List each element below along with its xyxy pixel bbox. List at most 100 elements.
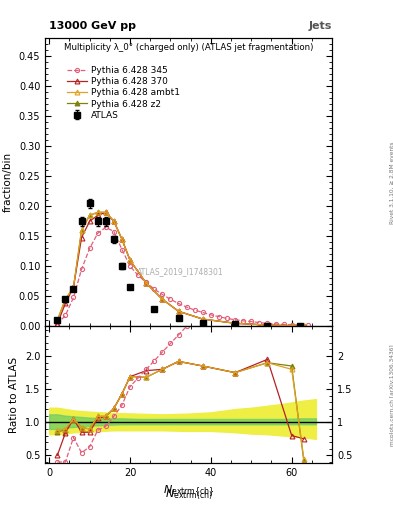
Pythia 6.428 370 [233,320,237,326]
Pythia 6.428 345 [273,321,278,327]
Pythia 6.428 z2 [176,308,181,314]
Pythia 6.428 ambt1 [119,236,124,242]
Pythia 6.428 370 [79,234,84,241]
Y-axis label: Ratio to ATLAS: Ratio to ATLAS [9,357,19,433]
Text: Rivet 3.1.10, ≥ 2.8M events: Rivet 3.1.10, ≥ 2.8M events [390,141,393,224]
X-axis label: $N_{\rm {extrm\{ch\}}}$: $N_{\rm {extrm\{ch\}}}$ [163,484,215,500]
Pythia 6.428 ambt1 [160,296,165,303]
Pythia 6.428 345 [112,228,116,234]
Pythia 6.428 345 [152,286,157,292]
Pythia 6.428 ambt1 [55,317,60,324]
Text: Jets: Jets [309,20,332,31]
Pythia 6.428 345 [184,304,189,310]
Line: Pythia 6.428 ambt1: Pythia 6.428 ambt1 [55,210,306,328]
Pythia 6.428 ambt1 [233,320,237,326]
Line: Pythia 6.428 z2: Pythia 6.428 z2 [55,210,306,328]
Pythia 6.428 370 [112,218,116,224]
Pythia 6.428 345 [144,280,149,286]
Pythia 6.428 370 [200,316,205,322]
Pythia 6.428 370 [301,323,306,329]
Pythia 6.428 345 [289,322,294,328]
Pythia 6.428 345 [95,230,100,237]
Pythia 6.428 345 [298,322,302,328]
Text: ATLAS_2019_I1748301: ATLAS_2019_I1748301 [137,267,223,276]
Text: Multiplicity λ_0° (charged only) (ATLAS jet fragmentation): Multiplicity λ_0° (charged only) (ATLAS … [64,42,313,52]
Pythia 6.428 370 [95,212,100,219]
Y-axis label: fraction/bin: fraction/bin [3,152,13,212]
Pythia 6.428 345 [79,266,84,272]
Pythia 6.428 ambt1 [289,323,294,329]
Line: Pythia 6.428 345: Pythia 6.428 345 [55,225,310,328]
Pythia 6.428 z2 [144,280,149,286]
Pythia 6.428 345 [257,319,262,326]
Text: 13000 GeV pp: 13000 GeV pp [49,20,136,31]
Pythia 6.428 345 [87,245,92,251]
Pythia 6.428 z2 [103,209,108,216]
Pythia 6.428 ambt1 [200,316,205,322]
Pythia 6.428 ambt1 [87,212,92,219]
Pythia 6.428 z2 [87,212,92,219]
Pythia 6.428 370 [103,209,108,216]
Pythia 6.428 z2 [55,317,60,324]
Pythia 6.428 345 [176,301,181,307]
Pythia 6.428 ambt1 [128,257,132,263]
Pythia 6.428 z2 [200,316,205,322]
Pythia 6.428 345 [225,315,230,322]
Line: Pythia 6.428 370: Pythia 6.428 370 [55,210,306,328]
Text: mcplots.cern.ch [arXiv:1306.3436]: mcplots.cern.ch [arXiv:1306.3436] [390,344,393,445]
Pythia 6.428 z2 [233,320,237,326]
Pythia 6.428 370 [87,218,92,224]
Pythia 6.428 ambt1 [79,227,84,233]
Pythia 6.428 ambt1 [95,209,100,216]
Pythia 6.428 ambt1 [301,323,306,329]
Pythia 6.428 ambt1 [112,218,116,224]
Pythia 6.428 370 [289,323,294,329]
Pythia 6.428 345 [119,246,124,252]
Pythia 6.428 345 [281,322,286,328]
Pythia 6.428 370 [160,296,165,303]
Pythia 6.428 345 [217,314,221,320]
Pythia 6.428 345 [63,312,68,318]
Pythia 6.428 ambt1 [144,280,149,286]
Pythia 6.428 370 [71,284,76,290]
Pythia 6.428 ambt1 [103,209,108,216]
Pythia 6.428 370 [176,308,181,314]
Pythia 6.428 370 [128,257,132,263]
Pythia 6.428 345 [128,263,132,269]
Pythia 6.428 ambt1 [71,284,76,290]
Pythia 6.428 z2 [301,323,306,329]
Pythia 6.428 345 [55,321,60,327]
Pythia 6.428 370 [265,322,270,328]
Pythia 6.428 345 [71,294,76,301]
Pythia 6.428 345 [209,312,213,318]
Pythia 6.428 345 [200,309,205,315]
Pythia 6.428 z2 [128,257,132,263]
Pythia 6.428 345 [136,272,140,279]
Pythia 6.428 ambt1 [265,322,270,328]
Pythia 6.428 370 [55,321,60,327]
Pythia 6.428 345 [305,323,310,329]
Pythia 6.428 z2 [265,322,270,328]
Pythia 6.428 345 [241,318,246,324]
Text: $N_{\rm{extrm(ch)}}$: $N_{\rm{extrm(ch)}}$ [165,488,213,502]
Pythia 6.428 z2 [289,323,294,329]
Pythia 6.428 345 [233,316,237,323]
Pythia 6.428 z2 [71,284,76,290]
Pythia 6.428 345 [160,291,165,297]
Pythia 6.428 345 [192,307,197,313]
Pythia 6.428 z2 [119,236,124,242]
Pythia 6.428 370 [119,236,124,242]
Pythia 6.428 ambt1 [176,308,181,314]
Pythia 6.428 z2 [95,209,100,216]
Pythia 6.428 z2 [160,296,165,303]
Pythia 6.428 z2 [112,218,116,224]
Pythia 6.428 370 [63,301,68,307]
Pythia 6.428 345 [249,318,253,325]
Pythia 6.428 z2 [63,296,68,303]
Pythia 6.428 345 [168,296,173,303]
Pythia 6.428 ambt1 [63,296,68,303]
Pythia 6.428 z2 [79,227,84,233]
Pythia 6.428 345 [103,224,108,230]
Pythia 6.428 370 [144,280,149,286]
Pythia 6.428 345 [265,320,270,326]
